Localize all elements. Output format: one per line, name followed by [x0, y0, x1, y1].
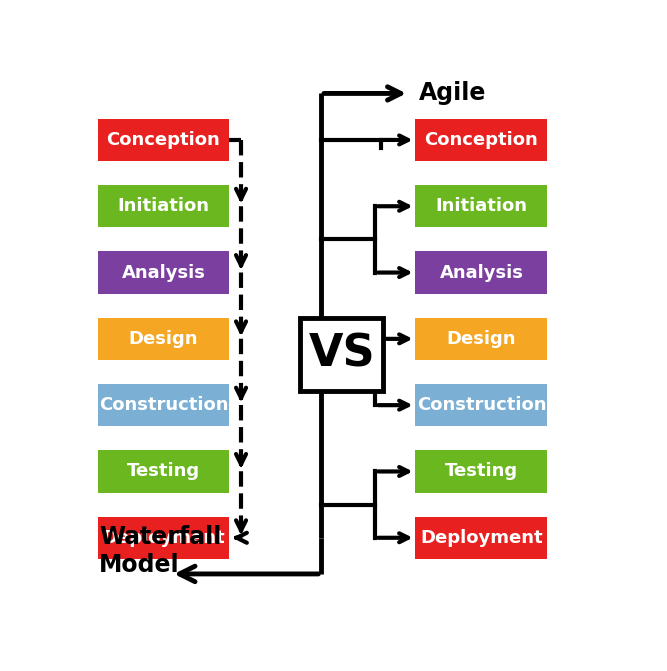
- Text: Deployment: Deployment: [420, 529, 543, 547]
- Text: Analysis: Analysis: [121, 264, 205, 282]
- FancyBboxPatch shape: [97, 317, 229, 360]
- Text: Agile: Agile: [420, 81, 487, 105]
- Text: Conception: Conception: [107, 131, 220, 149]
- Text: Deployment: Deployment: [102, 529, 225, 547]
- FancyBboxPatch shape: [416, 517, 548, 559]
- FancyBboxPatch shape: [416, 185, 548, 227]
- Text: Design: Design: [447, 330, 516, 348]
- FancyBboxPatch shape: [416, 317, 548, 360]
- FancyBboxPatch shape: [416, 384, 548, 426]
- FancyBboxPatch shape: [416, 450, 548, 493]
- Text: Construction: Construction: [417, 396, 546, 414]
- Text: Conception: Conception: [424, 131, 538, 149]
- FancyBboxPatch shape: [97, 450, 229, 493]
- Text: Waterfall
Model: Waterfall Model: [99, 525, 221, 576]
- FancyBboxPatch shape: [416, 119, 548, 161]
- FancyBboxPatch shape: [97, 384, 229, 426]
- Text: VS: VS: [309, 333, 375, 376]
- FancyBboxPatch shape: [97, 185, 229, 227]
- Text: Testing: Testing: [445, 462, 518, 480]
- Text: Design: Design: [129, 330, 198, 348]
- FancyBboxPatch shape: [97, 517, 229, 559]
- Text: Analysis: Analysis: [440, 264, 524, 282]
- FancyBboxPatch shape: [416, 252, 548, 294]
- FancyBboxPatch shape: [97, 119, 229, 161]
- Text: Testing: Testing: [127, 462, 200, 480]
- Text: Initiation: Initiation: [436, 197, 528, 215]
- Text: Initiation: Initiation: [117, 197, 209, 215]
- FancyBboxPatch shape: [97, 252, 229, 294]
- Text: Construction: Construction: [99, 396, 228, 414]
- FancyBboxPatch shape: [301, 318, 383, 391]
